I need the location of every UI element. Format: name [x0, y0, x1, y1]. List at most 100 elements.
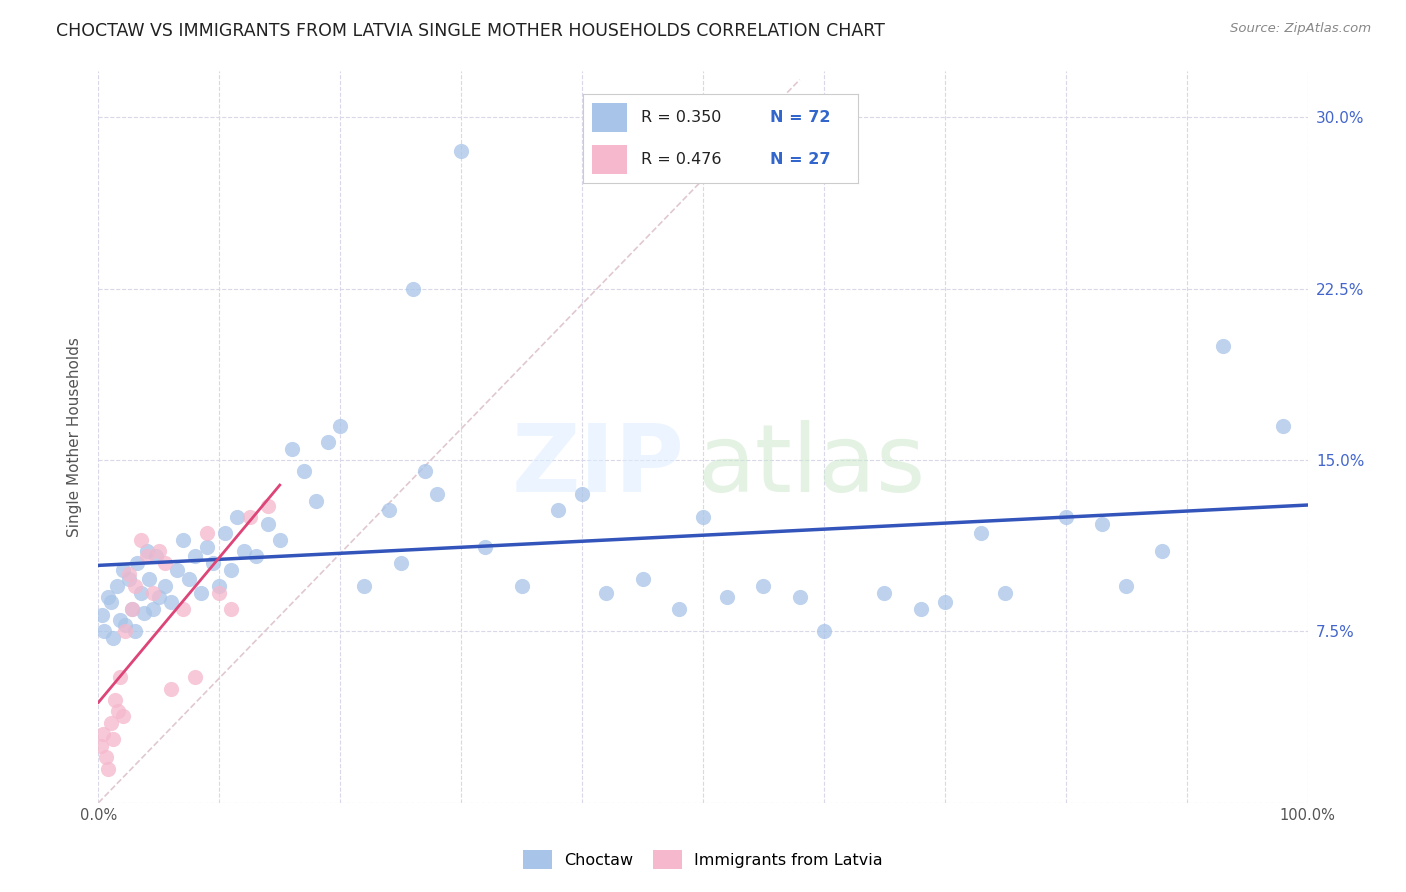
Point	[90, 739, 112, 753]
Point	[631, 572, 654, 586]
Point	[118, 572, 141, 586]
Point	[100, 594, 122, 608]
Point	[153, 579, 176, 593]
Point	[94, 750, 117, 764]
Point	[134, 606, 156, 620]
Point	[226, 510, 249, 524]
Text: Source: ZipAtlas.com: Source: ZipAtlas.com	[1230, 22, 1371, 36]
Point	[111, 709, 134, 723]
Point	[813, 624, 835, 639]
Point	[91, 727, 114, 741]
Point	[292, 464, 315, 478]
Point	[994, 585, 1017, 599]
Point	[256, 499, 278, 513]
Point	[100, 715, 122, 730]
Point	[269, 533, 291, 547]
Point	[129, 585, 152, 599]
Point	[101, 731, 124, 746]
Point	[124, 624, 146, 639]
Point	[353, 579, 375, 593]
Point	[179, 572, 201, 586]
Point	[121, 601, 143, 615]
Bar	[592, 103, 627, 132]
Text: atlas: atlas	[697, 420, 925, 512]
Point	[413, 464, 436, 478]
Point	[752, 579, 775, 593]
Point	[114, 617, 136, 632]
Point	[108, 613, 131, 627]
Text: CHOCTAW VS IMMIGRANTS FROM LATVIA SINGLE MOTHER HOUSEHOLDS CORRELATION CHART: CHOCTAW VS IMMIGRANTS FROM LATVIA SINGLE…	[56, 22, 886, 40]
Point	[104, 693, 127, 707]
Point	[108, 670, 131, 684]
Point	[121, 601, 143, 615]
Point	[166, 563, 188, 577]
Point	[1091, 516, 1114, 531]
Point	[547, 503, 569, 517]
Point	[124, 579, 146, 593]
Point	[970, 526, 993, 541]
Point	[1054, 510, 1077, 524]
Point	[239, 510, 262, 524]
Point	[668, 601, 690, 615]
Point	[145, 549, 167, 563]
Point	[148, 590, 170, 604]
Point	[208, 579, 231, 593]
Point	[256, 516, 278, 531]
Point	[402, 281, 425, 295]
Point	[153, 556, 176, 570]
Point	[172, 601, 194, 615]
Text: R = 0.476: R = 0.476	[641, 152, 721, 167]
Point	[221, 563, 243, 577]
Point	[510, 579, 533, 593]
Point	[114, 624, 136, 639]
Point	[202, 556, 225, 570]
Point	[160, 681, 183, 696]
Point	[281, 442, 304, 456]
Point	[148, 544, 170, 558]
Bar	[592, 145, 627, 174]
Text: ZIP: ZIP	[512, 420, 685, 512]
Y-axis label: Single Mother Households: Single Mother Households	[67, 337, 83, 537]
Point	[692, 510, 714, 524]
Point	[474, 540, 496, 554]
Point	[716, 590, 738, 604]
Point	[184, 549, 207, 563]
Point	[910, 601, 932, 615]
Point	[135, 544, 157, 558]
Point	[142, 585, 165, 599]
Point	[934, 594, 956, 608]
Point	[1272, 418, 1295, 433]
Point	[245, 549, 267, 563]
Point	[595, 585, 617, 599]
Point	[160, 594, 183, 608]
Point	[450, 145, 472, 159]
Point	[789, 590, 811, 604]
Point	[1115, 579, 1137, 593]
Point	[129, 533, 152, 547]
Point	[97, 590, 120, 604]
Point	[135, 549, 157, 563]
Text: N = 72: N = 72	[770, 110, 831, 125]
Point	[184, 670, 207, 684]
Point	[1152, 544, 1174, 558]
Text: R = 0.350: R = 0.350	[641, 110, 721, 125]
Point	[127, 556, 149, 570]
Point	[571, 487, 593, 501]
Point	[329, 418, 352, 433]
Point	[214, 526, 236, 541]
Text: N = 27: N = 27	[770, 152, 831, 167]
Point	[111, 563, 134, 577]
Point	[195, 540, 218, 554]
Point	[107, 705, 129, 719]
Point	[389, 556, 412, 570]
Point	[105, 579, 128, 593]
Point	[221, 601, 243, 615]
Legend: Choctaw, Immigrants from Latvia: Choctaw, Immigrants from Latvia	[516, 844, 890, 875]
Point	[232, 544, 254, 558]
Point	[118, 567, 141, 582]
Point	[1212, 338, 1234, 352]
Point	[305, 494, 328, 508]
Point	[142, 601, 165, 615]
Point	[91, 608, 114, 623]
Point	[101, 632, 124, 646]
